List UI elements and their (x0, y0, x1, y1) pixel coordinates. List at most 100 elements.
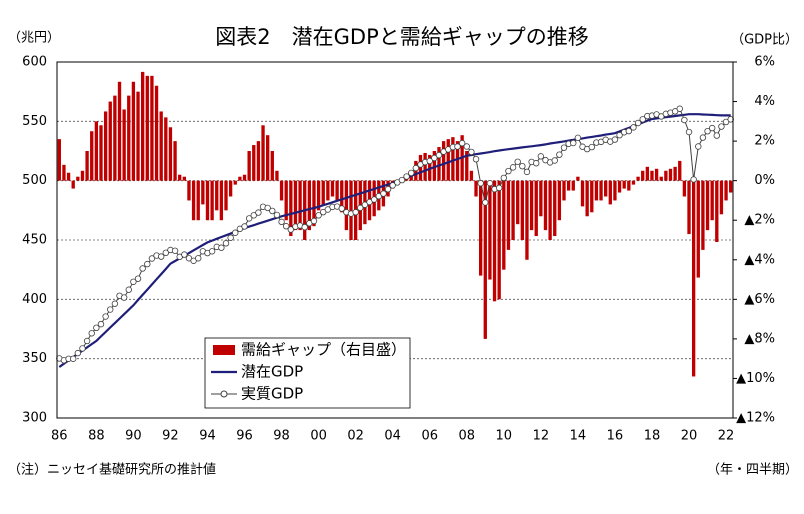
bar (580, 180, 585, 207)
bar (349, 180, 353, 240)
bar (154, 85, 159, 181)
y2-tick-label: ▲6% (744, 292, 775, 307)
legend-label: 実質GDP (241, 385, 303, 403)
bar (127, 95, 131, 181)
legend-swatch (213, 345, 235, 355)
bar (673, 166, 677, 181)
marker (560, 144, 568, 151)
bar (608, 180, 612, 205)
y2-tick-label: ▲8% (744, 331, 775, 346)
bar (664, 170, 668, 181)
bar (520, 180, 524, 240)
bar (252, 145, 256, 181)
marker (352, 209, 359, 216)
marker (463, 143, 470, 150)
bar (136, 91, 140, 181)
bar (654, 168, 659, 181)
bar (76, 176, 80, 181)
bar (687, 180, 691, 235)
y2-tick-label: 6% (754, 55, 775, 70)
marker (477, 180, 484, 187)
marker (278, 218, 285, 226)
bar (636, 176, 640, 181)
bar (511, 180, 515, 240)
marker (611, 136, 619, 143)
marker (685, 128, 693, 136)
bar (266, 135, 270, 181)
x-tick-label: 90 (125, 429, 142, 444)
bar (210, 180, 214, 221)
bar (117, 81, 122, 181)
marker (537, 153, 545, 160)
marker (505, 167, 512, 175)
x-tick-label: 04 (384, 429, 401, 444)
bar (228, 180, 233, 197)
bar (627, 180, 631, 191)
bar (173, 141, 177, 181)
marker (482, 199, 489, 206)
marker (616, 132, 623, 139)
marker (264, 204, 271, 212)
bar (307, 180, 312, 231)
bar (122, 109, 126, 181)
bar (465, 151, 469, 181)
bar (529, 180, 534, 231)
bar (159, 111, 163, 181)
marker (245, 215, 253, 222)
bar (85, 151, 89, 181)
x-tick-label: 94 (199, 429, 216, 444)
bar (534, 180, 538, 237)
marker (412, 164, 420, 172)
marker (218, 244, 225, 251)
marker (625, 127, 633, 135)
marker (713, 132, 720, 139)
bar (233, 180, 237, 185)
marker (574, 134, 582, 142)
bar (168, 127, 173, 181)
bar (548, 180, 552, 240)
y-tick-label: 300 (22, 411, 47, 426)
bar (543, 180, 548, 231)
marker (431, 154, 438, 162)
bar (604, 180, 608, 197)
bar (344, 180, 349, 231)
bar (57, 139, 61, 181)
bar (335, 180, 339, 201)
y2-tick-label: 2% (754, 134, 775, 149)
legend-marker (220, 390, 228, 398)
bar (539, 180, 543, 217)
marker (389, 182, 396, 189)
bar (719, 180, 724, 215)
bar (215, 180, 219, 211)
marker (514, 158, 521, 165)
x-tick-label: 86 (51, 429, 68, 444)
bar (66, 172, 71, 181)
bar (191, 180, 196, 221)
bar (140, 71, 145, 181)
marker (704, 127, 711, 135)
marker (171, 247, 179, 254)
bar (691, 180, 696, 377)
bar (715, 180, 719, 242)
bar (645, 166, 650, 181)
bar (451, 137, 455, 181)
bar (566, 180, 571, 191)
y-tick-label: 500 (22, 173, 47, 188)
bar (196, 180, 200, 221)
marker (301, 223, 308, 231)
x-axis-label: （年・四半期） (707, 463, 798, 478)
x-tick-label: 14 (570, 429, 587, 444)
bar (613, 180, 617, 201)
marker (134, 275, 142, 282)
bar (62, 164, 66, 181)
marker (551, 157, 558, 164)
marker (282, 223, 290, 230)
marker (227, 234, 234, 241)
marker (157, 253, 165, 260)
bar (238, 176, 242, 181)
marker (699, 134, 707, 141)
y2-tick-label: ▲4% (744, 252, 775, 267)
marker (426, 157, 433, 165)
bar (682, 180, 687, 197)
y-tick-label: 550 (22, 114, 47, 129)
